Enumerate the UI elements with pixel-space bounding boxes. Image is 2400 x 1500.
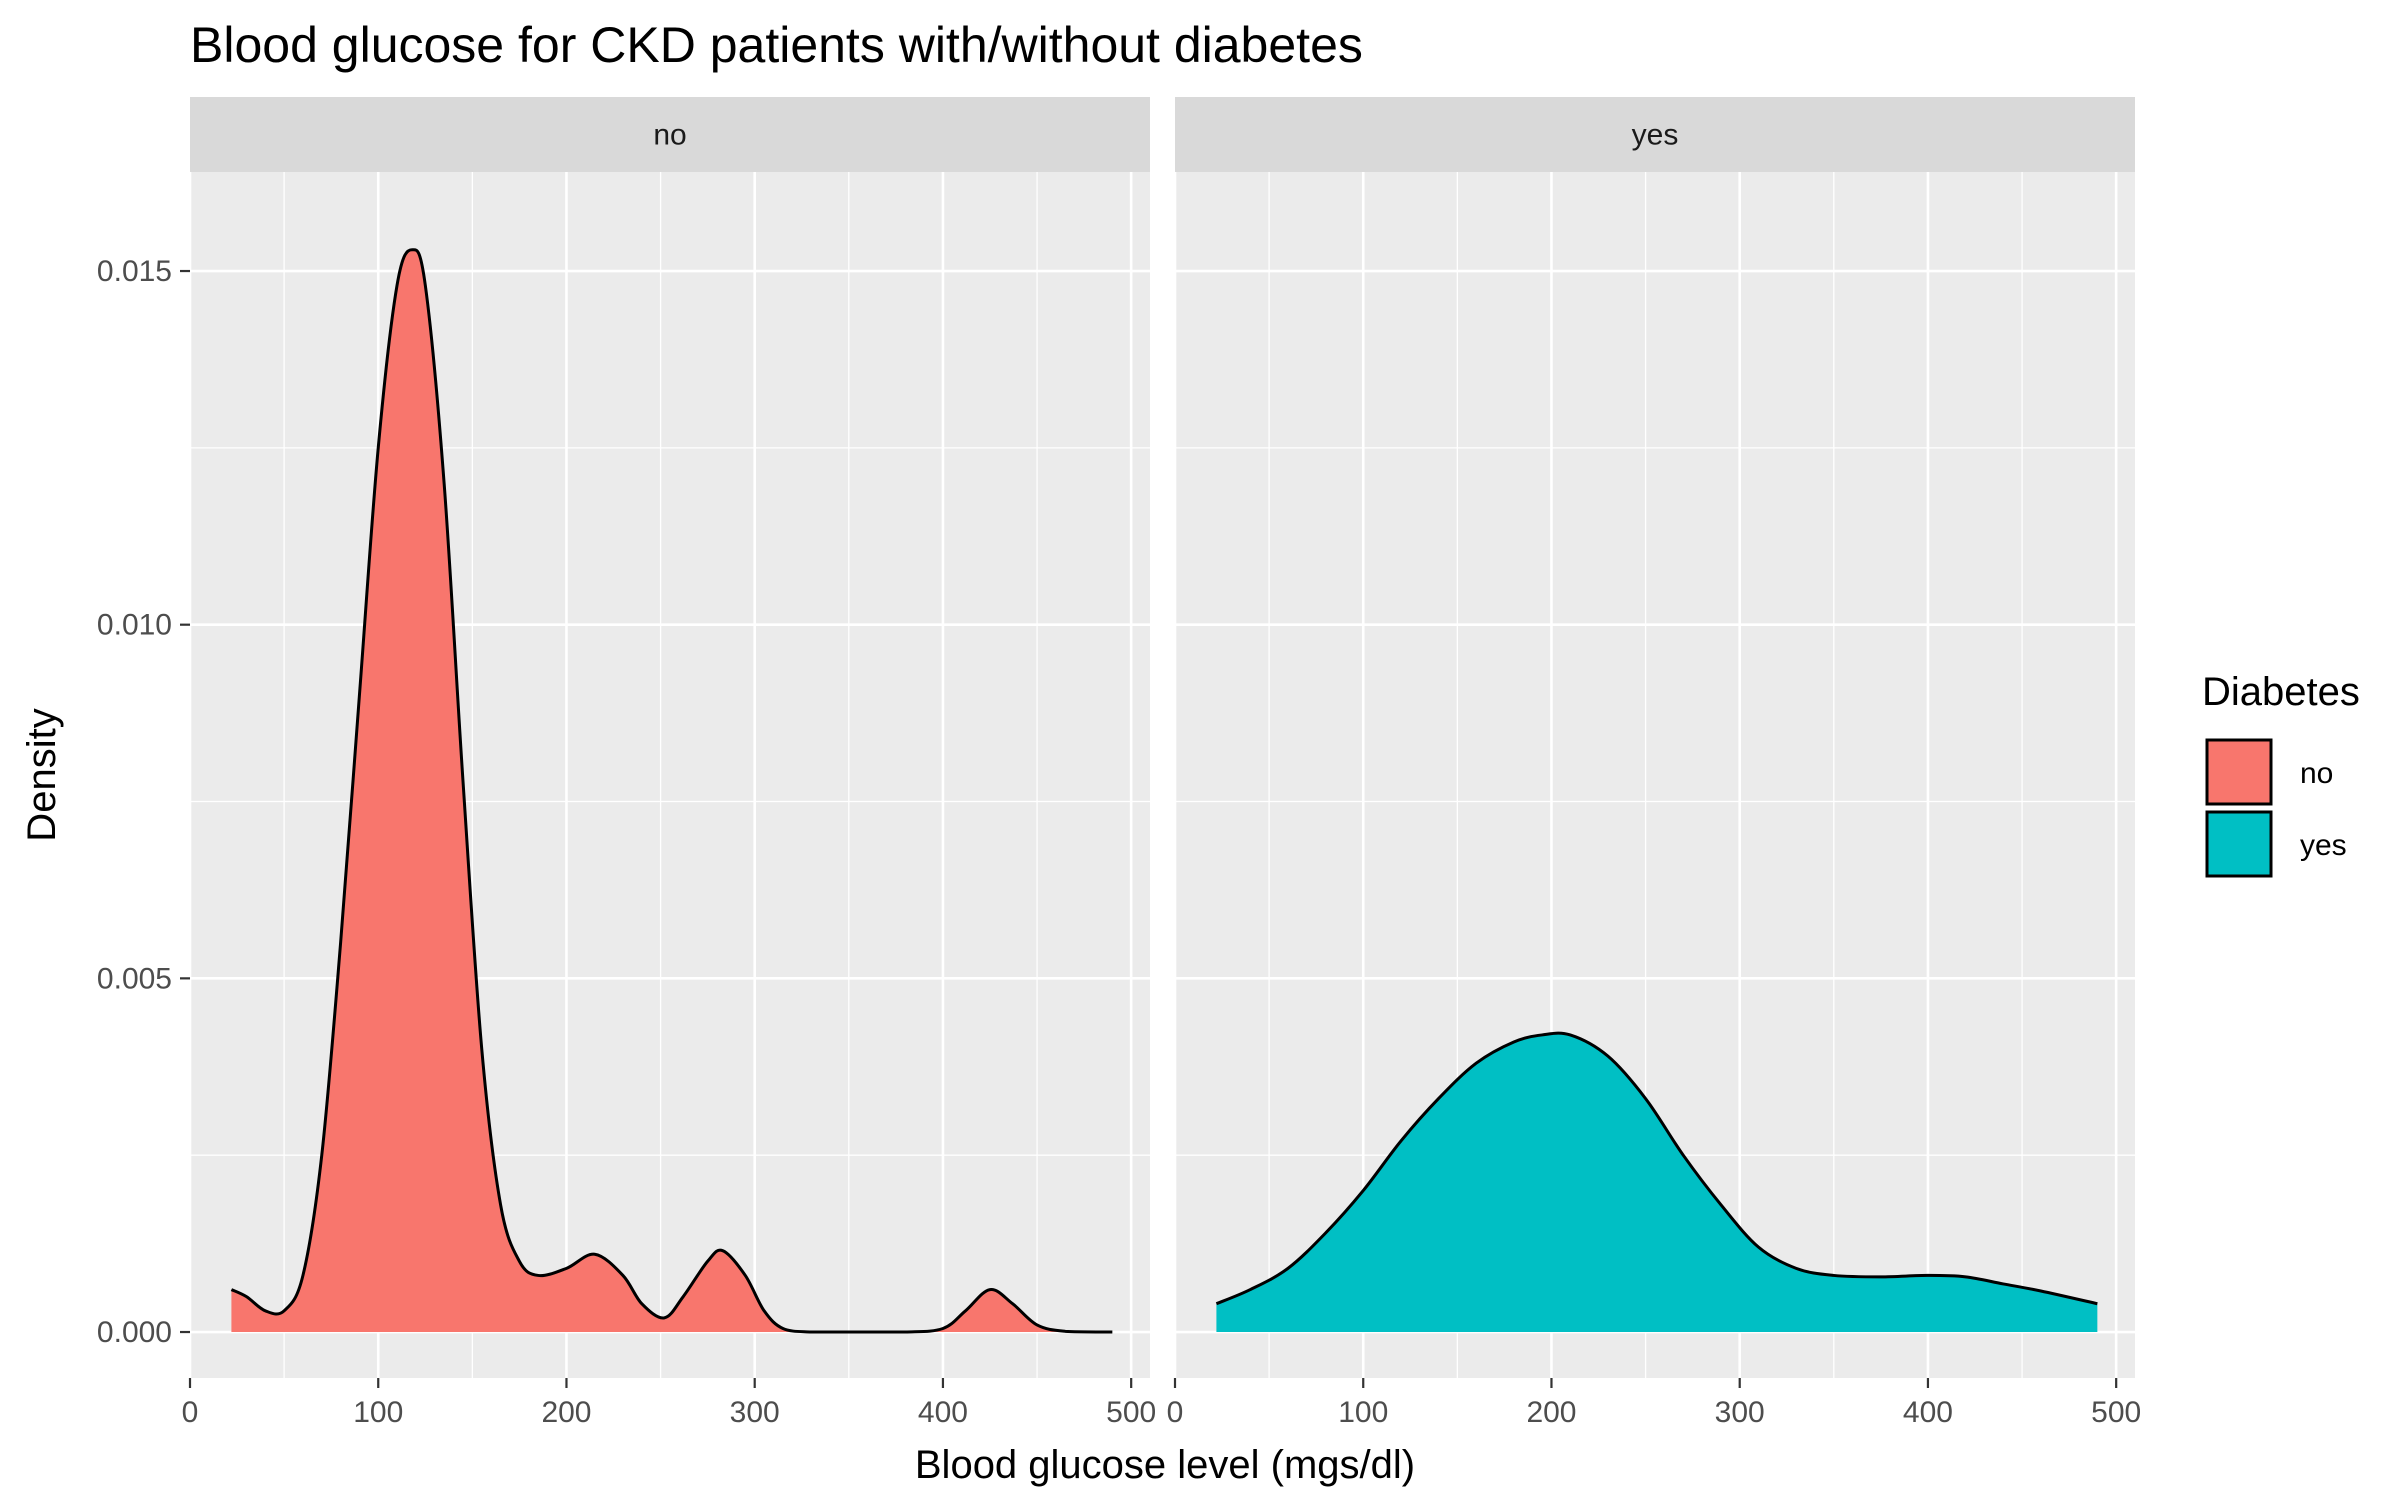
facet-strip-label: yes [1632,119,1679,152]
x-tick-label: 300 [1715,1396,1765,1429]
legend-key-yes [2205,810,2273,878]
x-axis-title: Blood glucose level (mgs/dl) [915,1443,1415,1487]
facet-panel-yes: yes 0 100 200 300 400 500 [1167,97,2141,1429]
legend-title: Diabetes [2202,670,2360,714]
x-tick-label: 500 [2091,1396,2141,1429]
y-tick-label: 0.010 [97,609,172,642]
y-axis-title: Density [20,708,64,841]
x-tick-label: 400 [1903,1396,1953,1429]
legend: Diabetes no yes [2202,670,2360,878]
x-tick-label: 200 [1526,1396,1576,1429]
density-area-yes [1216,1033,2098,1333]
y-axis: 0.000 0.005 0.010 0.015 [97,255,190,1349]
density-line-no [230,248,1113,1334]
facet-panels: no 0 100 200 300 400 500 yes 0 100 200 300 400 500 0.0… [97,97,2141,1429]
facet-strip-label: no [653,119,686,152]
density-area-no [231,249,1113,1333]
x-tick-label: 500 [1106,1396,1156,1429]
x-tick-label: 0 [182,1396,199,1429]
x-tick-label: 100 [1338,1396,1388,1429]
y-tick-label: 0.000 [97,1316,172,1349]
x-tick-label: 200 [541,1396,591,1429]
y-tick-label: 0.015 [97,255,172,288]
legend-key-no [2205,738,2273,806]
x-tick-label: 100 [353,1396,403,1429]
legend-label-no: no [2300,757,2333,790]
x-tick-label: 0 [1167,1396,1184,1429]
chart-title: Blood glucose for CKD patients with/with… [190,17,1363,73]
facet-strip [190,97,1150,172]
facet-strip [1175,97,2135,172]
density-line-yes [1215,1031,2098,1306]
y-tick-label: 0.005 [97,962,172,995]
facet-panel-no: no 0 100 200 300 400 500 [182,97,1156,1429]
x-tick-label: 400 [918,1396,968,1429]
legend-label-yes: yes [2300,829,2347,862]
x-tick-label: 300 [730,1396,780,1429]
